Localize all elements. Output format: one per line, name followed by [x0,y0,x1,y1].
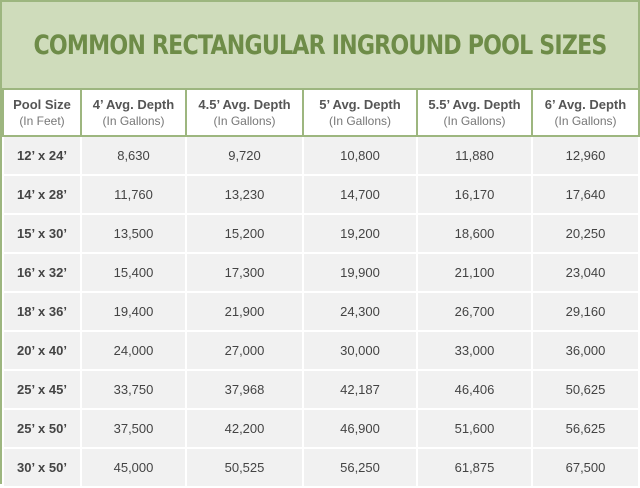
column-header: Pool Size (In Feet) [2,88,82,137]
pool-size: 25’ x 45’ [2,369,82,410]
gallons: 19,200 [302,213,418,254]
gallons: 30,000 [302,330,418,371]
pool-size: 30’ x 50’ [2,447,82,488]
gallons: 19,400 [80,291,187,332]
table-row: 25’ x 50’ 37,500 42,200 46,900 51,600 56,625 [2,408,640,449]
table-row: 16’ x 32’ 15,400 17,300 19,900 21,100 23,040 [2,252,640,293]
gallons: 13,500 [80,213,187,254]
gallons: 42,200 [185,408,304,449]
gallons: 29,160 [531,291,640,332]
gallons: 42,187 [302,369,418,410]
gallons: 12,960 [531,135,640,176]
gallons: 67,500 [531,447,640,488]
gallons: 45,000 [80,447,187,488]
gallons: 33,750 [80,369,187,410]
gallons: 17,300 [185,252,304,293]
column-name: 4.5’ Avg. Depth [198,96,291,112]
gallons: 14,700 [302,174,418,215]
table-row: 15’ x 30’ 13,500 15,200 19,200 18,600 20,250 [2,213,640,254]
table-row: 30’ x 50’ 45,000 50,525 56,250 61,875 67,500 [2,447,640,488]
header-row: Pool Size (In Feet) 4’ Avg. Depth (In Gallo… [2,88,640,137]
pool-size: 16’ x 32’ [2,252,82,293]
gallons: 16,170 [416,174,533,215]
column-header: 4.5’ Avg. Depth (In Gallons) [185,88,304,137]
gallons: 15,200 [185,213,304,254]
gallons: 18,600 [416,213,533,254]
gallons: 56,625 [531,408,640,449]
pool-size: 12’ x 24’ [2,135,82,176]
gallons: 46,900 [302,408,418,449]
table-row: 18’ x 36’ 19,400 21,900 24,300 26,700 29,160 [2,291,640,332]
gallons: 36,000 [531,330,640,371]
pool-size: 18’ x 36’ [2,291,82,332]
column-name: 4’ Avg. Depth [92,96,175,112]
column-unit: (In Gallons) [213,113,276,128]
column-header: 5’ Avg. Depth (In Gallons) [302,88,418,137]
column-name: 6’ Avg. Depth [544,96,627,112]
gallons: 21,900 [185,291,304,332]
gallons: 27,000 [185,330,304,371]
pool-table: Pool Size (In Feet) 4’ Avg. Depth (In Gallo… [2,88,640,488]
column-name: Pool Size [13,96,71,112]
gallons: 19,900 [302,252,418,293]
table-body: 12’ x 24’ 8,630 9,720 10,800 11,880 12,960 14’… [2,135,640,488]
gallons: 50,625 [531,369,640,410]
gallons: 24,300 [302,291,418,332]
column-name: 5.5’ Avg. Depth [428,96,521,112]
gallons: 11,760 [80,174,187,215]
column-header: 4’ Avg. Depth (In Gallons) [80,88,187,137]
gallons: 51,600 [416,408,533,449]
column-unit: (In Gallons) [102,113,165,128]
gallons: 37,968 [185,369,304,410]
gallons: 24,000 [80,330,187,371]
pool-size: 20’ x 40’ [2,330,82,371]
gallons: 15,400 [80,252,187,293]
table-row: 14’ x 28’ 11,760 13,230 14,700 16,170 17,640 [2,174,640,215]
gallons: 56,250 [302,447,418,488]
column-header: 5.5’ Avg. Depth (In Gallons) [416,88,533,137]
gallons: 8,630 [80,135,187,176]
column-name: 5’ Avg. Depth [319,96,401,112]
gallons: 26,700 [416,291,533,332]
column-unit: (In Gallons) [443,113,506,128]
column-unit: (In Gallons) [554,113,617,128]
table-row: 25’ x 45’ 33,750 37,968 42,187 46,406 50,625 [2,369,640,410]
column-unit: (In Gallons) [328,113,392,128]
gallons: 11,880 [416,135,533,176]
column-header: 6’ Avg. Depth (In Gallons) [531,88,640,137]
column-unit: (In Feet) [19,113,65,128]
gallons: 61,875 [416,447,533,488]
gallons: 21,100 [416,252,533,293]
table-row: 12’ x 24’ 8,630 9,720 10,800 11,880 12,960 [2,135,640,176]
pool-size: 25’ x 50’ [2,408,82,449]
pool-size: 14’ x 28’ [2,174,82,215]
gallons: 46,406 [416,369,533,410]
gallons: 10,800 [302,135,418,176]
table-row: 20’ x 40’ 24,000 27,000 30,000 33,000 36,000 [2,330,640,371]
gallons: 13,230 [185,174,304,215]
gallons: 33,000 [416,330,533,371]
gallons: 9,720 [185,135,304,176]
pool-size: 15’ x 30’ [2,213,82,254]
gallons: 37,500 [80,408,187,449]
gallons: 50,525 [185,447,304,488]
gallons: 23,040 [531,252,640,293]
title: COMMON RECTANGULAR INGROUND POOL SIZES [33,29,607,61]
gallons: 20,250 [531,213,640,254]
gallons: 17,640 [531,174,640,215]
